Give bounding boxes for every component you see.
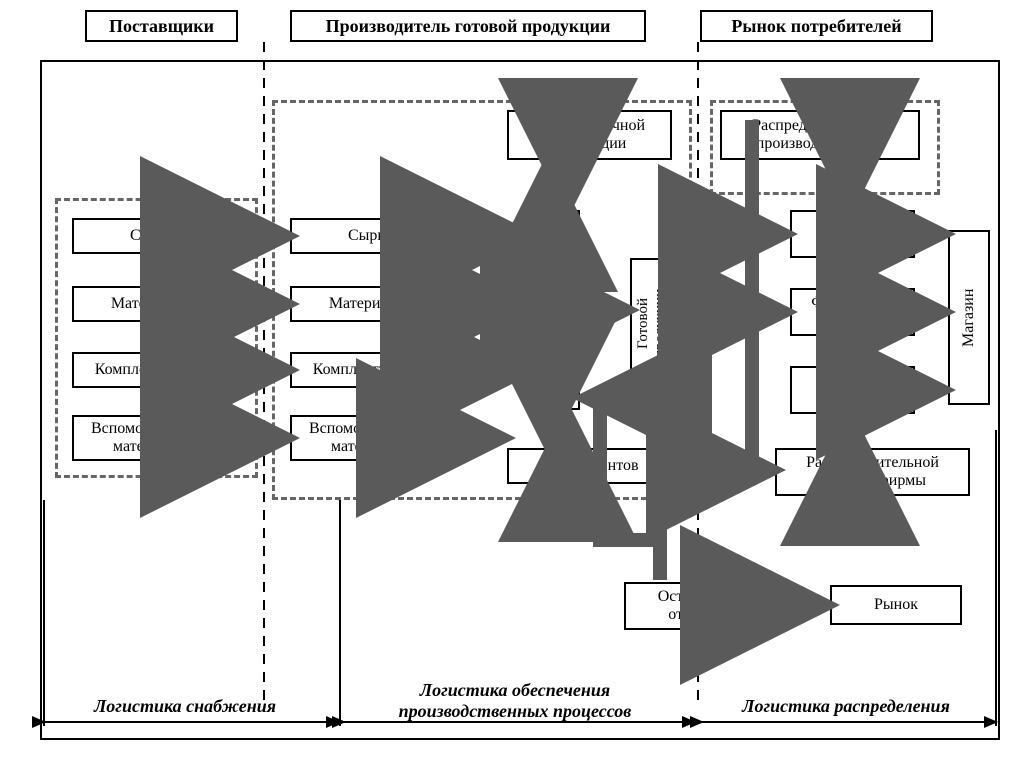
c1-materials: Материалов (72, 286, 232, 322)
wholesale2-box: Оптовой фирмы (790, 366, 915, 414)
section-distribution: Логистика распределения (706, 696, 986, 717)
c1-components: Комплектующих (72, 352, 232, 388)
tools-box: Инструментов (507, 448, 672, 484)
intermediate-box: Промежуточной продукции (507, 110, 672, 160)
shop-box: Магазин (948, 230, 990, 405)
finished-box: Готовой продукции (630, 258, 674, 388)
c2-components: Комплектующих (290, 352, 450, 388)
section-supply: Логистика снабжения (70, 696, 300, 717)
dist-wholesale-box: Распределительной оптовой фирмы (775, 448, 970, 496)
c1-raw: Сырья (72, 218, 232, 254)
header-suppliers: Поставщики (85, 10, 238, 42)
header-producer: Производитель готовой продукции (290, 10, 646, 42)
market-box: Рынок (830, 585, 962, 625)
remains-box: Остатков и отходов (624, 582, 766, 630)
c1-aux: Вспомогательных материалов (72, 415, 232, 461)
production-box: Производство (530, 210, 580, 410)
c2-raw: Сырья (290, 218, 450, 254)
section-production: Логистика обеспечения производственных п… (350, 680, 680, 722)
c2-aux: Вспомогательных материалов (290, 415, 450, 461)
wholesale1-box: Оптовой фирмы (790, 210, 915, 258)
dist-prod-box: Распределительный производительный (720, 110, 920, 160)
header-market: Рынок потребителей (700, 10, 933, 42)
c2-materials: Материалов (290, 286, 450, 322)
brandshop-box: Фирменный магазин (790, 288, 915, 336)
